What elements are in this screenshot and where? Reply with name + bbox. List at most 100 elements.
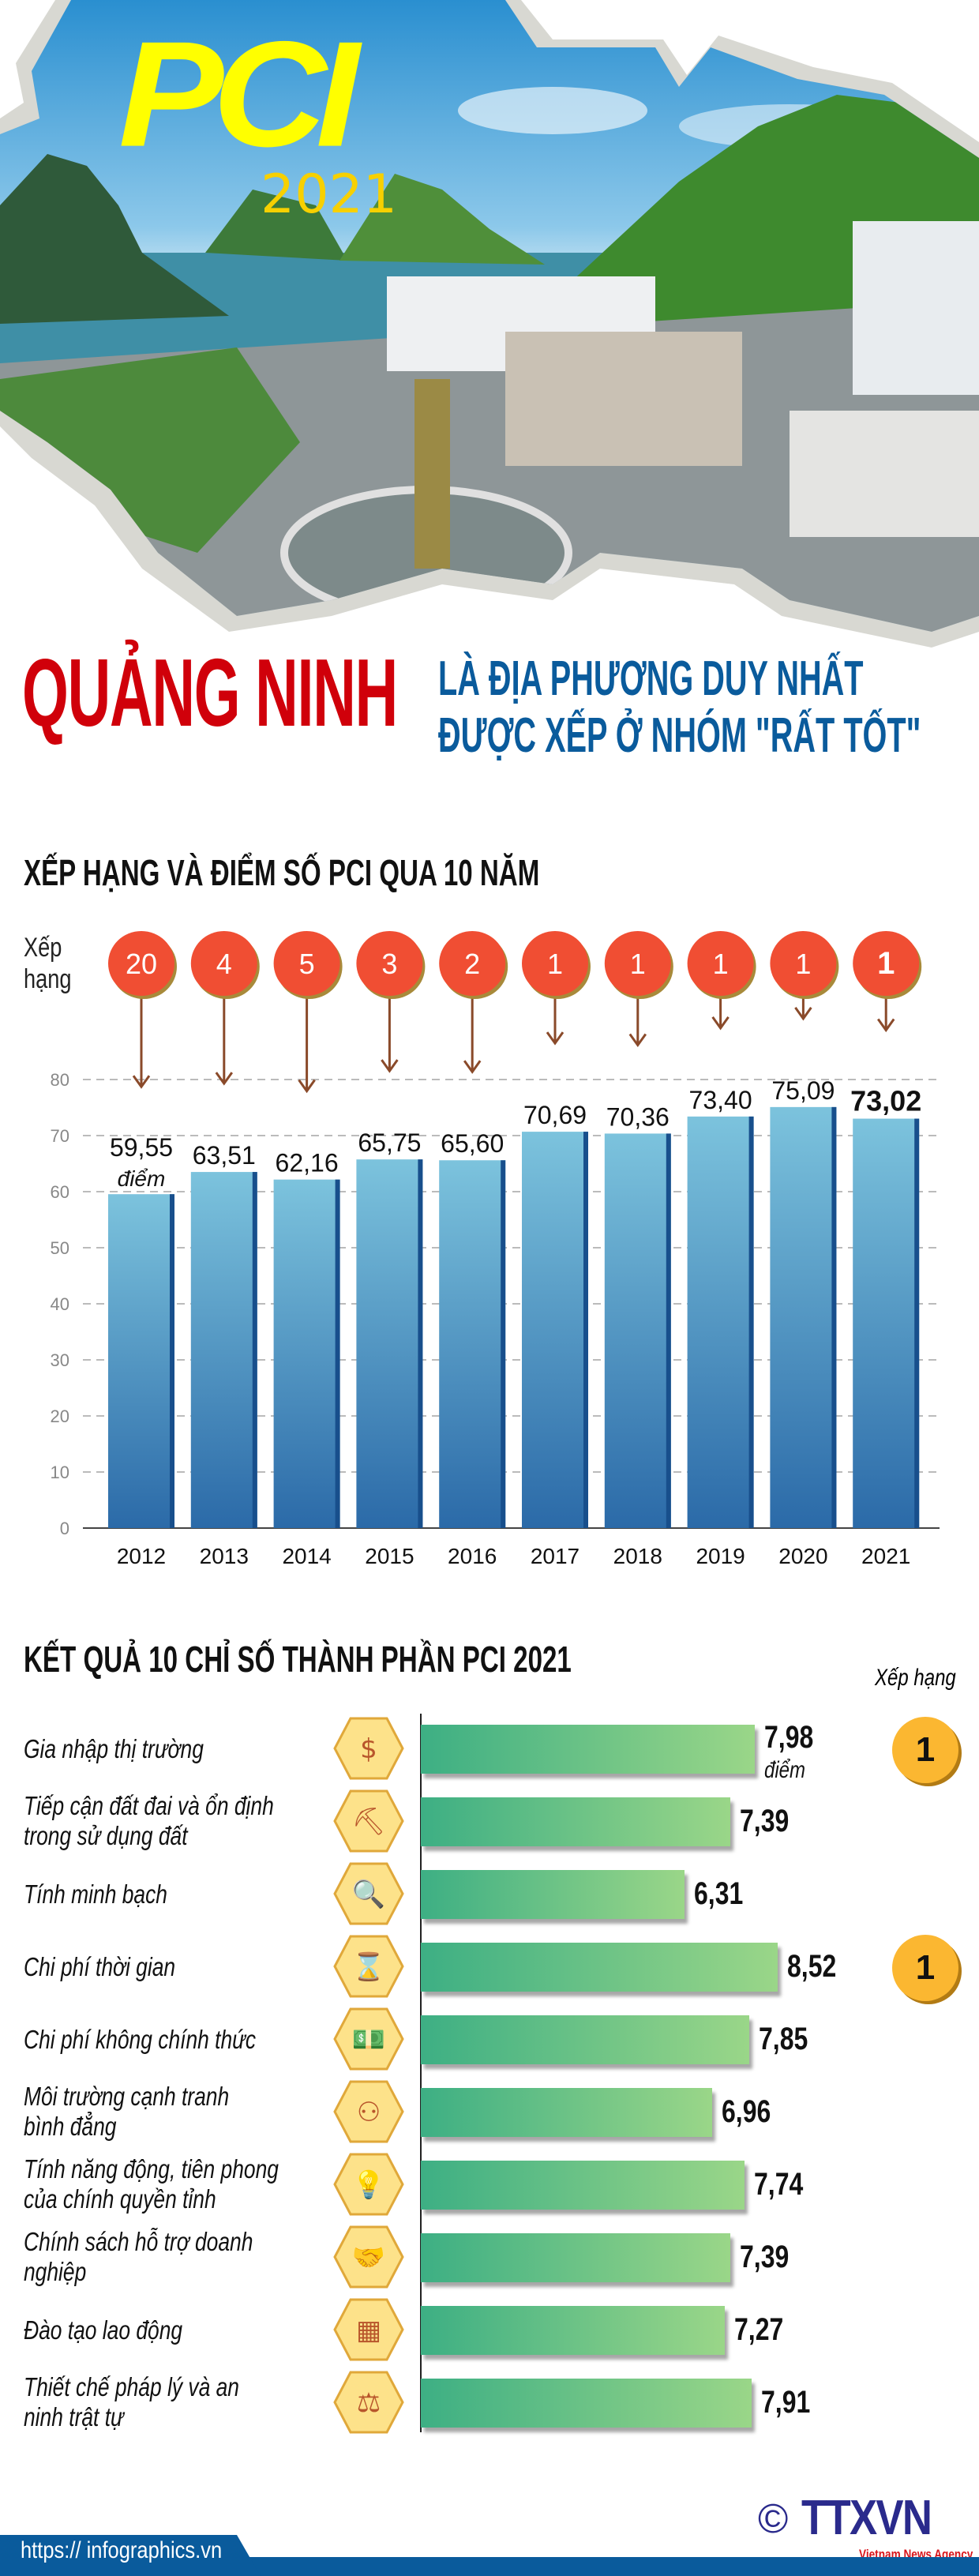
arrow-head-icon [876, 1018, 895, 1033]
bar-edge [335, 1179, 340, 1528]
x-tick-label: 2021 [861, 1544, 910, 1568]
training-board-icon: ▦ [333, 2298, 404, 2361]
index-label: Chính sách hỗ trợ doanh nghiệp [24, 2227, 253, 2287]
magnifier-chart-icon: 🔍 [333, 1862, 404, 1925]
unit-label: điểm [118, 1166, 166, 1191]
bar-2020 [770, 1106, 837, 1528]
bar-2014 [273, 1179, 340, 1528]
bar-edge [914, 1118, 920, 1528]
arrow-head-icon [215, 1072, 234, 1086]
subheadline-line1: LÀ ĐỊA PHƯƠNG DUY NHẤT [438, 652, 864, 706]
rank-value: 20 [126, 948, 157, 980]
y-tick-label: 0 [60, 1519, 69, 1538]
index-label: Tiếp cận đất đai và ổn định trong sử dụng… [24, 1791, 274, 1851]
pie-chart-dollar-icon: $ [333, 1717, 404, 1780]
rank-axis-label: Xếp hạng [24, 932, 72, 995]
y-tick-label: 20 [51, 1406, 69, 1426]
arrow-head-icon [132, 1075, 151, 1089]
index-label-line1: Tính năng động, tiên phong [24, 2154, 279, 2184]
index-bar [421, 1870, 685, 1919]
rank-pin [853, 931, 920, 996]
arrow-head-icon [711, 1016, 730, 1031]
bar-edge [501, 1160, 506, 1528]
rank-value: 3 [381, 948, 397, 980]
rank-value: 5 [299, 948, 315, 980]
rank-pin [770, 931, 837, 996]
svg-text:▦: ▦ [356, 2315, 381, 2346]
x-tick-label: 2014 [282, 1544, 331, 1568]
index-rank-badge: 1 [892, 1717, 958, 1783]
rank-pin [439, 931, 506, 996]
index-value: 7,91 [761, 2385, 811, 2420]
index-rank-badge: 1 [892, 1935, 958, 2001]
bar-2012 [108, 1194, 174, 1528]
index-label-line1: Môi trường cạnh tranh [24, 2082, 230, 2111]
bar-edge [748, 1116, 754, 1528]
x-tick-label: 2020 [778, 1544, 827, 1568]
rank-value: 1 [795, 948, 811, 980]
index-value: 7,39 [739, 2240, 789, 2274]
x-tick-label: 2016 [448, 1544, 497, 1568]
index-value: 6,31 [694, 1876, 744, 1911]
rank-pin [687, 931, 754, 996]
handshake-icon: 🤝 [333, 2225, 404, 2289]
footer-url-tab [0, 2535, 261, 2576]
ttxvn-logo: TTXVN [801, 2491, 932, 2545]
bar-edge [170, 1194, 174, 1528]
index-value: 8,52 [786, 1949, 836, 1984]
arrow-head-icon [381, 1059, 399, 1073]
rank-pin [522, 931, 588, 996]
rank-label-line1: Xếp [24, 933, 62, 963]
hourglass-icon: ⌛ [333, 1935, 404, 1998]
index-label: Đào tạo lao động [24, 2315, 182, 2345]
x-tick-label: 2017 [531, 1544, 580, 1568]
bar-2021 [853, 1118, 920, 1528]
bar-edge [666, 1133, 671, 1528]
index-label-line1: Chi phí không chính thức [24, 2025, 257, 2054]
bar-edge [583, 1132, 588, 1528]
section-title-component-index: KẾT QUẢ 10 CHỈ SỐ THÀNH PHẦN PCI 2021 [24, 1639, 572, 1680]
bar-2015 [356, 1159, 423, 1528]
rank-value: 1 [713, 948, 729, 980]
index-bar [421, 2015, 750, 2064]
x-tick-label: 2015 [365, 1544, 414, 1568]
index-label-line2: của chính quyền tỉnh [24, 2184, 216, 2214]
index-label: Tính năng động, tiên phong của chính quyề… [24, 2154, 279, 2214]
value-label: 70,69 [523, 1101, 587, 1129]
bar-2017 [522, 1132, 588, 1528]
rank-pin [604, 931, 671, 996]
bar-edge [252, 1172, 257, 1528]
index-bar [421, 2306, 726, 2355]
pci-logo: PCI [118, 10, 359, 178]
scales-icon: ⚖ [333, 2371, 404, 2434]
y-tick-label: 30 [51, 1350, 69, 1370]
value-label: 75,09 [771, 1076, 835, 1105]
index-label-line1: Tính minh bạch [24, 1879, 167, 1909]
pci-logo-year: 2021 [261, 163, 398, 226]
svg-text:⚖: ⚖ [357, 2387, 381, 2419]
value-label: 62,16 [276, 1149, 339, 1177]
value-label: 70,36 [606, 1102, 670, 1131]
value-label: 65,75 [358, 1128, 421, 1157]
index-label-line1: Chính sách hỗ trợ doanh [24, 2227, 253, 2256]
rank-value: 1 [877, 946, 895, 981]
rank-value: 1 [630, 948, 646, 980]
svg-text:🔍: 🔍 [352, 1877, 385, 1910]
index-label: Gia nhập thị trường [24, 1734, 204, 1764]
hero-photo [0, 0, 979, 648]
index-value: 6,96 [721, 2094, 771, 2129]
footer-url-link[interactable]: https:// infographics.vn [21, 2537, 223, 2563]
y-tick-label: 40 [51, 1294, 69, 1314]
index-bar [421, 2161, 745, 2210]
rank-pin [190, 931, 257, 996]
index-bar [421, 1797, 730, 1846]
svg-text:⛏: ⛏ [351, 1806, 385, 1838]
index-bar [421, 2233, 730, 2282]
index-label-line2: nghiệp [24, 2257, 87, 2286]
index-label-line1: Chi phí thời gian [24, 1952, 176, 1981]
svg-text:⚇: ⚇ [357, 2097, 381, 2128]
svg-text:$: $ [360, 1733, 377, 1765]
subheadline-line2: ĐƯỢC XẾP Ở NHÓM "RẤT TỐT" [438, 708, 921, 763]
svg-text:💵: 💵 [352, 2024, 385, 2056]
index-value: 7,85 [759, 2022, 808, 2056]
